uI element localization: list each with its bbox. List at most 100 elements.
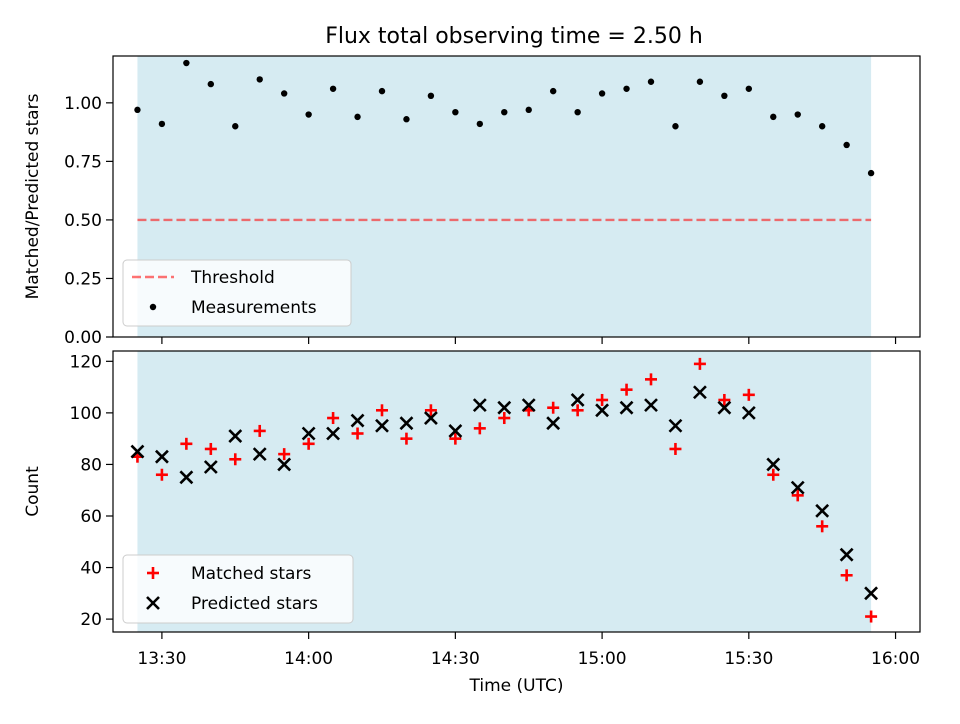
- matched-point: [816, 520, 829, 533]
- matched-point: [180, 437, 193, 450]
- legend-matched-label: Matched stars: [191, 564, 311, 584]
- measurement-point: [280, 90, 288, 97]
- predicted-point: [692, 385, 707, 400]
- predicted-point: [130, 444, 145, 459]
- bottom-panel: 20 40 60 80 100 120 Count 13:30 14:00 14:30 15:00 1…: [23, 350, 921, 696]
- matched-point: [718, 393, 731, 406]
- measurement-point: [403, 116, 410, 123]
- predicted-point: [864, 586, 879, 601]
- measurement-point: [794, 111, 801, 118]
- measurement-point: [721, 92, 728, 100]
- matched-point: [791, 489, 804, 502]
- legend-measurements-label: Measurements: [191, 298, 317, 318]
- measurement-point: [305, 111, 312, 118]
- matched-point: [596, 393, 609, 406]
- legend-predicted-swatch: [146, 596, 160, 610]
- x-axis-label: Time (UTC): [469, 676, 564, 696]
- matched-point: [424, 404, 437, 417]
- predicted-point: [154, 449, 169, 464]
- y-tick-label: 100: [70, 404, 102, 424]
- measurement-point: [598, 90, 606, 97]
- y-tick-label: 0.50: [64, 211, 102, 231]
- predicted-point: [252, 447, 267, 462]
- predicted-point: [595, 403, 610, 418]
- matched-point: [547, 401, 560, 414]
- matched-point: [400, 432, 413, 445]
- measurement-point: [476, 120, 484, 128]
- legend-threshold-label: Threshold: [190, 268, 275, 288]
- measurement-point: [770, 113, 777, 121]
- matched-point: [767, 468, 780, 481]
- predicted-point: [350, 413, 365, 428]
- predicted-point: [741, 405, 756, 420]
- matched-point: [742, 388, 755, 401]
- matched-point: [253, 424, 266, 437]
- x-tick-label: 14:00: [284, 649, 333, 669]
- legend-matched-swatch: [147, 567, 159, 579]
- legend-measurements-swatch: [149, 303, 157, 311]
- measurement-point: [158, 120, 166, 128]
- predicted-point: [277, 457, 292, 472]
- measurement-point: [501, 109, 508, 116]
- legend-box: [122, 259, 352, 327]
- x-tick-label: 15:30: [724, 649, 773, 669]
- legend-predicted-label: Predicted stars: [191, 594, 318, 614]
- legend-bottom: Matched stars Predicted stars: [122, 554, 354, 624]
- measurement-point: [256, 76, 263, 83]
- predicted-point: [790, 480, 805, 495]
- matched-point: [693, 357, 706, 370]
- predicted-point: [448, 423, 463, 438]
- measurement-point: [427, 92, 435, 100]
- measurement-point: [134, 106, 141, 114]
- x-tick-label: 14:30: [431, 649, 480, 669]
- predicted-point: [472, 398, 487, 413]
- measurement-point: [696, 78, 704, 85]
- measurement-point: [525, 106, 532, 114]
- matched-point: [302, 437, 315, 450]
- top-panel: 0.00 0.25 0.50 0.75 1.00 Matched/Predicted st…: [23, 55, 921, 348]
- measurement-point: [354, 113, 361, 121]
- matched-point: [865, 610, 878, 623]
- predicted-point: [497, 400, 512, 415]
- matched-point: [669, 442, 682, 455]
- matched-point: [620, 383, 633, 396]
- matched-point: [498, 412, 511, 425]
- matched-point: [376, 404, 388, 417]
- predicted-point: [717, 400, 732, 415]
- y-tick-label: 0.00: [64, 328, 102, 348]
- measurement-point: [183, 59, 190, 67]
- matched-point: [155, 468, 168, 481]
- predicted-point: [423, 411, 438, 425]
- y-tick-label: 80: [80, 455, 102, 475]
- matched-point: [327, 412, 340, 425]
- y-tick-label: 20: [80, 610, 102, 630]
- predicted-point: [179, 470, 194, 485]
- predicted-point: [570, 393, 585, 407]
- measurement-point: [378, 87, 386, 95]
- plot-frame: [112, 55, 921, 338]
- measurement-point: [574, 109, 581, 116]
- x-tick-label: 15:00: [578, 649, 627, 669]
- predicted-point: [619, 400, 634, 415]
- predicted-point: [375, 418, 389, 433]
- predicted-point: [326, 426, 341, 441]
- y-tick-label: 60: [80, 507, 102, 527]
- y-axis-label: Matched/Predicted stars: [23, 93, 43, 299]
- x-tick-label: 13:30: [137, 649, 186, 669]
- measurement-point: [329, 85, 337, 92]
- matched-point: [840, 569, 853, 582]
- legend-top: Threshold Measurements: [122, 259, 352, 327]
- y-axis-label: Count: [23, 466, 43, 517]
- predicted-point: [203, 460, 218, 474]
- predicted-point: [815, 503, 830, 518]
- plot-frame: [112, 350, 921, 633]
- predicted-point: [644, 398, 658, 413]
- measurement-point: [745, 85, 753, 92]
- y-tick-label: 40: [80, 559, 102, 579]
- x-tick-label: 16:00: [871, 649, 920, 669]
- y-tick-label: 0.75: [64, 152, 102, 172]
- measurement-point: [647, 78, 655, 85]
- matched-point: [473, 422, 486, 435]
